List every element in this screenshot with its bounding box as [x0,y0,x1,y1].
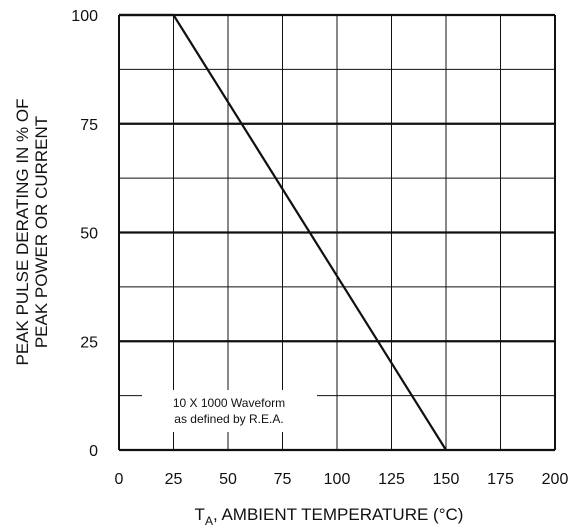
x-tick-label: 200 [542,471,569,488]
y-tick-label: 50 [80,226,98,243]
x-tick-labels: 0 25 50 75 100 125 150 175 200 [115,471,569,488]
x-tick-label: 100 [324,471,351,488]
x-axis-title-main: T [195,505,205,524]
y-tick-label: 100 [71,8,98,25]
x-axis-title-rest: , AMBIENT TEMPERATURE (°C) [213,505,464,524]
y-axis-title: PEAK PULSE DERATING IN % OF PEAK POWER O… [13,98,51,365]
x-tick-label: 0 [115,471,124,488]
x-axis-title-subscript: A [205,514,213,528]
x-axis-title: TA, AMBIENT TEMPERATURE (°C) [195,505,464,528]
y-axis-title-line-2: PEAK POWER OR CURRENT [32,116,51,348]
x-tick-label: 75 [274,471,292,488]
annotation-line-2: as defined by R.E.A. [174,412,283,426]
y-tick-label: 0 [89,443,98,460]
x-tick-label: 50 [219,471,237,488]
y-axis-title-line-1: PEAK PULSE DERATING IN % OF [13,98,32,365]
x-tick-label: 125 [378,471,405,488]
annotation-line-1: 10 X 1000 Waveform [173,396,285,410]
y-tick-label: 25 [80,334,98,351]
x-tick-label: 150 [433,471,460,488]
series-group [119,13,447,451]
annotation-box [142,390,317,432]
y-tick-labels: 0 25 50 75 100 [71,8,98,460]
derating-curve [119,13,447,451]
y-tick-label: 75 [80,117,98,134]
x-tick-label: 175 [487,471,514,488]
grid [118,13,556,452]
x-tick-label: 25 [165,471,183,488]
